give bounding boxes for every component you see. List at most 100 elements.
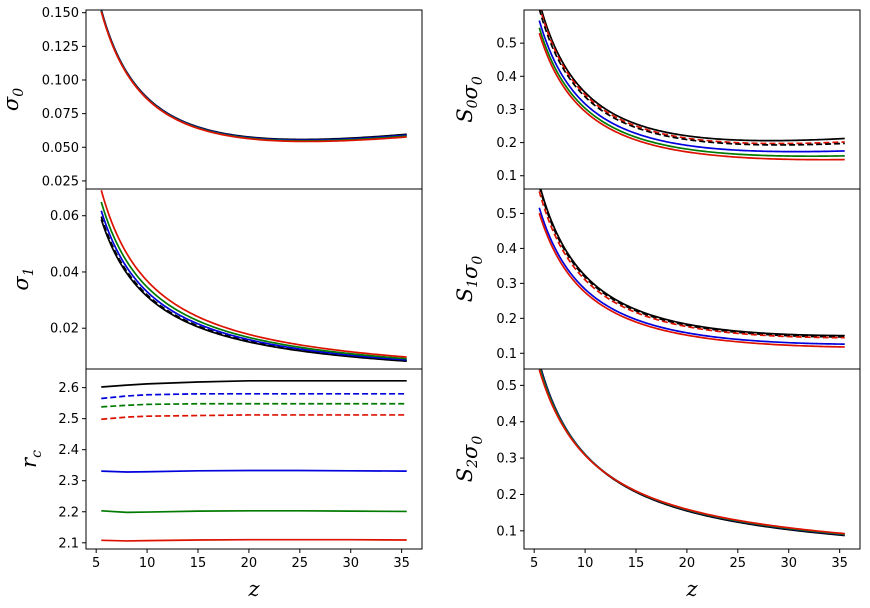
x-tick-label: 30: [342, 556, 359, 571]
y-tick-label: 0.4: [496, 242, 517, 257]
series-line-red: [538, 212, 845, 348]
y-tick-label: 0.100: [42, 73, 79, 88]
y-tick-label: 0.125: [42, 40, 79, 55]
series-line-blue: [539, 369, 845, 536]
y-tick-label: 0.5: [496, 37, 517, 52]
panel-rc: 2.1 2.2 2.3 2.4 2.5 2.6 5 10 15 20 25 30 35 z rc: [17, 368, 423, 601]
y-tick-label: 0.1: [496, 169, 517, 184]
series-group: [538, 369, 845, 537]
panel-sigma1: 0.02 0.04 0.06 σ1: [9, 188, 423, 370]
series-line-red: [100, 190, 407, 358]
x-tick-label: 25: [730, 556, 747, 571]
y-axis-label-main: σ: [0, 96, 23, 111]
series-line-black: [100, 10, 407, 141]
series-line-blue: [538, 20, 845, 153]
axes-frame: [85, 368, 423, 550]
y-tick-label: 0.1: [496, 524, 517, 539]
y-tick-label: 0.3: [496, 452, 517, 467]
series-line-black: [101, 379, 407, 388]
y-tick-label: 2.1: [58, 536, 79, 551]
panel-sigma0: 0.025 0.050 0.075 0.100 0.125 0.150 σ0: [0, 6, 423, 190]
y-axis-label-sub: c: [29, 450, 45, 458]
y-tick-label: 0.4: [496, 70, 517, 85]
y-axis-label-sub: 1: [21, 267, 37, 276]
x-axis-label: z: [247, 577, 260, 601]
y-axis-label-main: σ: [458, 84, 482, 99]
series-line-blue: [538, 207, 845, 345]
x-tick-label: 25: [292, 556, 309, 571]
y-axis-label-main: r: [17, 456, 41, 468]
series-line-black: [539, 189, 845, 337]
panel-S1sigma0: 0.1 0.2 0.3 0.4 0.5 S1σ0: [453, 188, 861, 370]
x-axis-label: z: [685, 577, 698, 601]
y-axis-label: S2σ0: [453, 436, 486, 483]
x-tick-label: 15: [628, 556, 645, 571]
y-tick-label: 0.3: [496, 103, 517, 118]
x-tick-label: 5: [92, 556, 100, 571]
y-axis-label-main: σ: [9, 276, 33, 291]
series-line-red: [100, 11, 407, 143]
series-line-black: [100, 219, 407, 363]
series-line-blue: [100, 210, 407, 361]
y-axis-label-main: S: [453, 108, 477, 122]
y-tick-label: 0.5: [496, 207, 517, 222]
series-line-green: [101, 509, 407, 514]
y-tick-label: 2.5: [58, 412, 79, 427]
series-line-black-dashed: [538, 10, 845, 146]
y-tick-label: 2.6: [58, 381, 79, 396]
series-line-red-dashed: [101, 414, 407, 421]
y-tick-label: 2.2: [58, 505, 79, 520]
series-group: [100, 10, 407, 143]
x-tick-label: 10: [577, 556, 594, 571]
series-line-blue: [101, 469, 407, 473]
series-group: [100, 190, 407, 363]
series-line-green: [100, 10, 407, 142]
y-axis-label: S0σ0: [453, 76, 486, 123]
series-line-blue-dashed: [101, 392, 407, 400]
y-tick-label: 0.2: [496, 488, 517, 503]
series-group: [538, 189, 845, 348]
y-tick-label: 2.4: [58, 443, 79, 458]
y-tick-label: 0.2: [496, 136, 517, 151]
y-axis-label: σ0: [0, 88, 27, 111]
series-line-red: [538, 369, 845, 535]
y-axis-label-sub: 0: [470, 436, 486, 445]
axes-frame: [523, 368, 861, 550]
y-tick-label: 0.075: [42, 107, 79, 122]
x-tick-label: 20: [241, 556, 258, 571]
y-axis-label-main: σ: [458, 444, 482, 459]
y-axis-label-sub: 0: [11, 88, 27, 97]
series-line-black: [540, 369, 845, 537]
y-axis-label: σ1: [9, 267, 37, 290]
series-line-black: [540, 10, 845, 142]
x-tick-label: 5: [530, 556, 538, 571]
y-axis-label-main: S: [453, 288, 477, 302]
y-tick-label: 0.150: [42, 6, 79, 21]
series-line-green: [539, 369, 845, 536]
series-line-red-dashed: [538, 191, 845, 339]
y-tick-label: 0.3: [496, 277, 517, 292]
y-tick-label: 0.06: [50, 209, 79, 224]
y-axis-label-main: σ: [458, 264, 482, 279]
y-tick-label: 2.3: [58, 474, 79, 489]
series-line-green: [538, 27, 845, 158]
series-line-green: [100, 201, 407, 360]
y-axis-label-sub: 2: [465, 459, 481, 469]
series-line-green-dashed: [101, 402, 407, 408]
y-axis-label-main: S: [453, 468, 477, 482]
series-line-red-dashed: [539, 10, 845, 145]
x-tick-label: 30: [780, 556, 797, 571]
axes-frame: [85, 9, 423, 190]
series-line-red: [101, 538, 407, 542]
series-line-blue: [100, 10, 407, 141]
x-tick-label: 35: [393, 556, 410, 571]
x-tick-label: 35: [831, 556, 848, 571]
y-axis-label-sub: 1: [465, 279, 481, 288]
y-axis-label-sub: 0: [465, 99, 481, 108]
y-axis-label-sub: 0: [470, 76, 486, 85]
y-tick-label: 0.04: [50, 265, 79, 280]
y-axis-label: rc: [17, 450, 45, 468]
